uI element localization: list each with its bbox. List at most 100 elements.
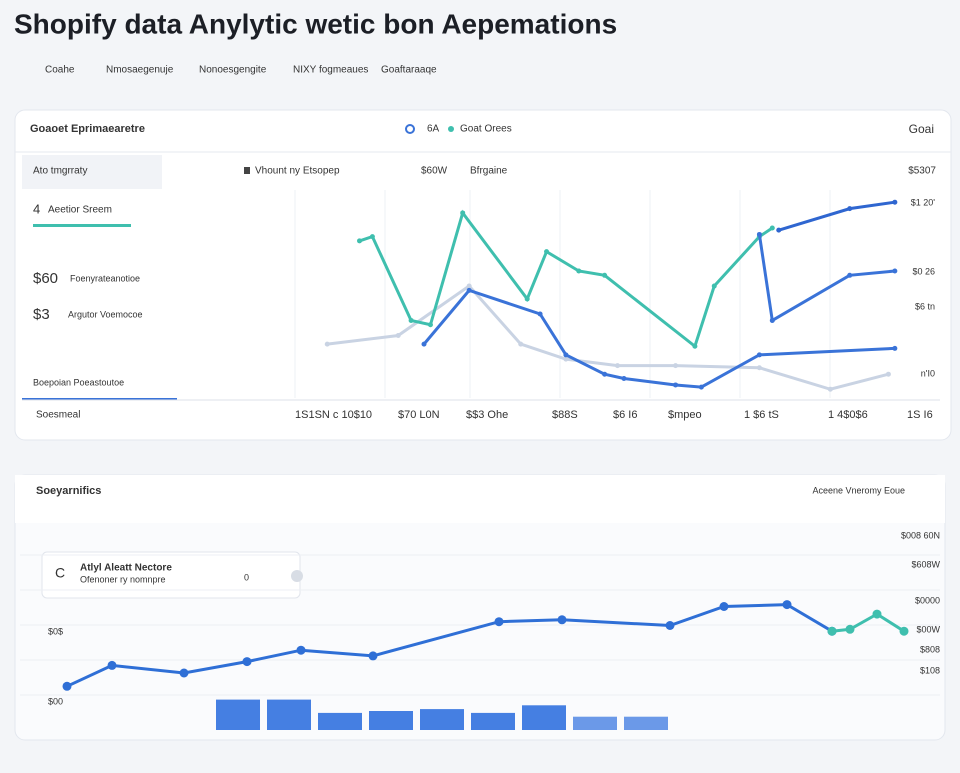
panel-action[interactable]: Aceene Vneromy Eoue: [812, 485, 905, 495]
point: [557, 615, 567, 625]
bar: [624, 716, 668, 730]
bar: [522, 705, 566, 730]
x-tick-label: $6 I6: [613, 409, 637, 421]
point: [544, 249, 550, 255]
sidebar-label: $60: [33, 270, 58, 287]
x-tick-label: $mpeo: [668, 409, 702, 421]
point: [563, 352, 569, 358]
point: [899, 626, 909, 636]
point: [673, 382, 679, 388]
y-tick-label: $0 26: [912, 266, 935, 276]
y-tick-label: $608W: [911, 559, 940, 569]
nav-item[interactable]: NIXY fogmeaues: [293, 65, 368, 76]
point: [242, 657, 252, 667]
point: [892, 345, 898, 351]
legend-dot: [448, 126, 454, 132]
point: [698, 384, 704, 390]
series-line: [757, 234, 895, 323]
nav-item[interactable]: Nonoesgengite: [199, 65, 267, 76]
point: [107, 660, 117, 670]
point: [892, 199, 898, 205]
underline: [33, 224, 131, 227]
point: [602, 272, 608, 278]
nav-item[interactable]: Coahe: [45, 65, 75, 76]
sidebar-label: Aeetior Sreem: [48, 205, 112, 216]
point: [369, 234, 375, 240]
x-tick-label: 1S1SN c 10$10: [295, 409, 372, 421]
series-line: [422, 288, 895, 389]
y-tick-label: $808: [920, 644, 940, 654]
tooltip-title: Atlyl Aleatt Nectore: [80, 563, 172, 574]
point: [673, 363, 679, 369]
sidebar-label: Boepoian Poeastoutoe: [33, 377, 124, 387]
point: [576, 268, 582, 274]
sidebar-label: Argutor Voemocoe: [68, 309, 143, 319]
column-header: Vhount ny Etsopep: [255, 166, 340, 177]
point: [827, 626, 837, 636]
point: [518, 341, 524, 347]
column-header: $60W: [421, 166, 448, 177]
tooltip-subtitle: Ofenoner ry nomnpre: [80, 574, 166, 584]
y-tick-label: $1 20': [911, 197, 936, 207]
x-tick-label: 1 $6 tS: [744, 409, 779, 421]
x-tick-label: 1 4$0$6: [828, 409, 868, 421]
point: [466, 287, 472, 293]
nav-item[interactable]: Nmosaegenuje: [106, 65, 174, 76]
x-axis-title: Soesmeal: [36, 410, 80, 421]
point: [563, 356, 569, 362]
point: [524, 296, 530, 302]
point: [368, 651, 378, 661]
toggle: [291, 570, 303, 582]
point: [324, 341, 330, 347]
series-line: [66, 603, 833, 688]
point: [756, 352, 762, 358]
point: [872, 609, 882, 619]
point: [845, 624, 855, 634]
point: [756, 365, 762, 371]
nav-item[interactable]: Goaftaraaqe: [381, 65, 437, 76]
point: [719, 602, 729, 611]
x-tick-label: $70 L0N: [398, 409, 440, 421]
point: [421, 341, 427, 347]
y-tick-label: $6 tn: [915, 301, 935, 311]
column-header: Ato tmgrraty: [33, 166, 87, 177]
sidebar-label: Foenyrateanotioe: [70, 273, 140, 283]
panel-title: Soeyarnifics: [36, 485, 101, 497]
point: [769, 225, 775, 231]
point: [615, 363, 620, 369]
point: [602, 371, 608, 377]
tooltip-badge: 0: [244, 572, 249, 582]
point: [776, 227, 782, 233]
y-tick-label: $0$: [48, 626, 63, 636]
point: [62, 681, 72, 691]
bar: [420, 709, 464, 730]
point: [827, 386, 833, 392]
sidebar-label: $3: [33, 306, 50, 323]
y-tick-label: $00: [48, 696, 63, 706]
x-tick-label: 1S I6: [907, 409, 933, 421]
y-tick-label: $00W: [916, 624, 940, 634]
point: [621, 376, 627, 381]
point: [537, 311, 543, 317]
marker: [244, 167, 250, 174]
point: [892, 268, 898, 274]
bar: [318, 712, 362, 730]
point: [296, 645, 306, 655]
point: [408, 317, 414, 323]
point: [494, 617, 504, 627]
y-tick-label: $0000: [915, 595, 940, 605]
bar: [471, 712, 515, 730]
point: [357, 238, 362, 244]
point: [756, 231, 762, 237]
x-tick-label: $$3 Ohe: [466, 409, 508, 421]
cell-bg: [22, 155, 162, 189]
column-header: Bfrgaine: [470, 166, 508, 177]
underline: [22, 398, 177, 400]
sidebar-label: 4: [33, 201, 40, 216]
point: [769, 317, 775, 323]
bar: [267, 699, 311, 730]
point: [711, 283, 717, 289]
point: [460, 210, 466, 216]
page-title: Shopify data Anylytic wetic bon Aepemati…: [14, 8, 617, 39]
